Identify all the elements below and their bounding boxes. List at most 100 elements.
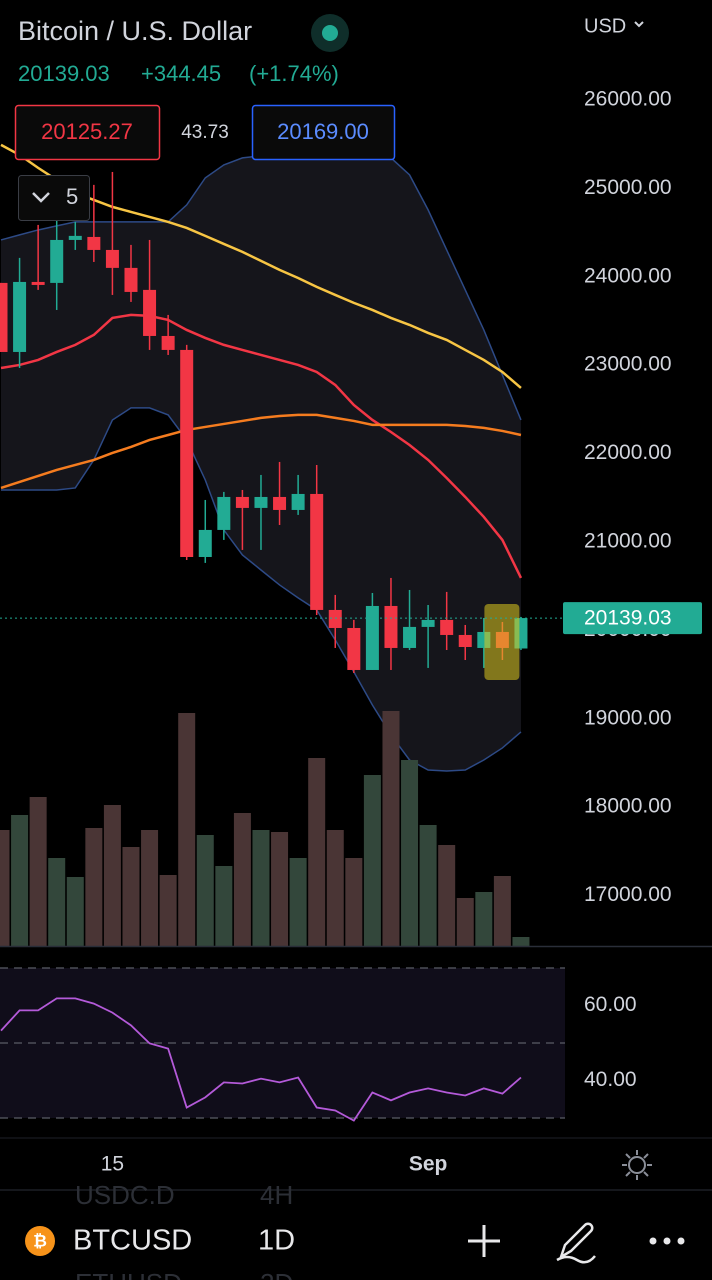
more-button[interactable] [649,1237,685,1245]
candle-body [347,627,361,670]
buy-price: 20169.00 [277,119,369,144]
spread: 43.73 [181,122,229,143]
volume-bar [252,830,270,946]
volume-bar [178,713,196,946]
indicators-toggle[interactable] [18,175,90,221]
band-lower [1,407,522,772]
candle-body [365,605,379,670]
volume-bar [0,830,10,946]
volume-bar [475,892,493,946]
candle-body [421,619,435,627]
y-tick-label: 23000.00 [584,353,672,376]
bitcoin-glyph: ₿ [33,1231,47,1250]
y-tick-label: 22000.00 [584,441,672,464]
toolbar-interval[interactable]: 1D [258,1225,295,1257]
candle-body [87,236,101,250]
rsi-tick-label: 40.00 [584,1068,637,1091]
volume-bar [66,877,84,946]
draw-button[interactable] [556,1222,596,1264]
y-tick-label: 25000.00 [584,176,672,199]
candle-body [0,282,8,352]
volume-bar [419,825,437,946]
volume-bar [29,797,47,946]
volume-bar [11,815,29,946]
symbol-title: Bitcoin / U.S. Dollar [18,16,252,46]
candle-body [105,249,119,268]
volume-bar [438,845,456,946]
volume-bar [308,758,326,946]
candle-body [13,281,27,352]
y-tick-label: 17000.00 [584,883,672,906]
market-status-dot[interactable] [322,25,338,41]
candle-body [143,289,157,336]
candle-body [161,335,175,350]
volume-bar [196,835,214,946]
y-tick-label: 21000.00 [584,530,672,553]
candle-body [440,619,454,635]
toolbar-symbol[interactable]: BTCUSD [73,1225,192,1257]
last-price-badge [563,602,702,635]
y-tick-label: 19000.00 [584,706,672,729]
volume-bar [103,805,121,946]
x-tick-label: Sep [409,1153,448,1176]
last-price-label: 20139.03 [584,607,672,630]
y-tick-label: 26000.00 [584,87,672,110]
indicators-caret [32,192,50,203]
add-button[interactable] [468,1225,500,1257]
y-tick-label: 18000.00 [584,795,672,818]
moving-average [0,413,522,490]
volume-bar [48,858,66,946]
ghost-interval: 4H [260,1180,293,1210]
buy-button[interactable] [251,104,396,161]
volume-bar [233,813,251,946]
price-change-pct: (+1.74%) [249,61,339,86]
currency-caret [634,21,644,28]
currency[interactable]: USD [584,15,626,37]
volume-bar [401,760,419,946]
bitcoin-icon [25,1226,55,1256]
volume-bar [215,866,233,946]
candle-body [291,493,305,510]
candle-body [31,281,45,285]
candle-body [68,235,82,240]
rsi-line [0,997,522,1122]
moving-average [0,313,523,579]
candle-body [254,496,268,508]
sell-price: 20125.27 [41,119,133,144]
candle-highlight [484,604,520,680]
volume-bar [159,875,177,946]
ghost-interval: 2D [260,1268,293,1280]
sell-button[interactable] [14,104,161,161]
volume-bar [271,832,289,946]
volume-bar [345,858,363,946]
candle-body [124,267,138,292]
settings-icon[interactable] [622,1150,652,1180]
candle-body [328,609,342,628]
candle-body [198,529,212,557]
volume-bar [382,711,400,946]
volume-bar [363,775,381,946]
volume-bar [456,898,474,946]
ghost-symbol: ETHUSD [75,1268,182,1280]
volume-bar [512,937,530,946]
x-tick-label: 15 [101,1153,124,1176]
last-price: 20139.03 [18,61,110,86]
y-tick-label: 24000.00 [584,264,672,287]
candle-body [310,493,324,610]
volume-bar [122,847,140,946]
plot-layer: 17000.0018000.0019000.0020000.0021000.00… [0,87,712,1176]
ghost-symbol: USDC.D [75,1180,175,1210]
rsi-tick-label: 60.00 [584,993,637,1016]
candle-body [384,605,398,648]
volume-bar [85,828,103,946]
indicators-count: 5 [66,184,78,209]
candle-body [273,496,287,510]
volume-bar [289,858,307,946]
volume-bar [493,876,511,946]
volume-bar [141,830,159,946]
volume-bar [326,830,344,946]
candle-body [235,496,249,508]
candle-body [217,496,231,530]
